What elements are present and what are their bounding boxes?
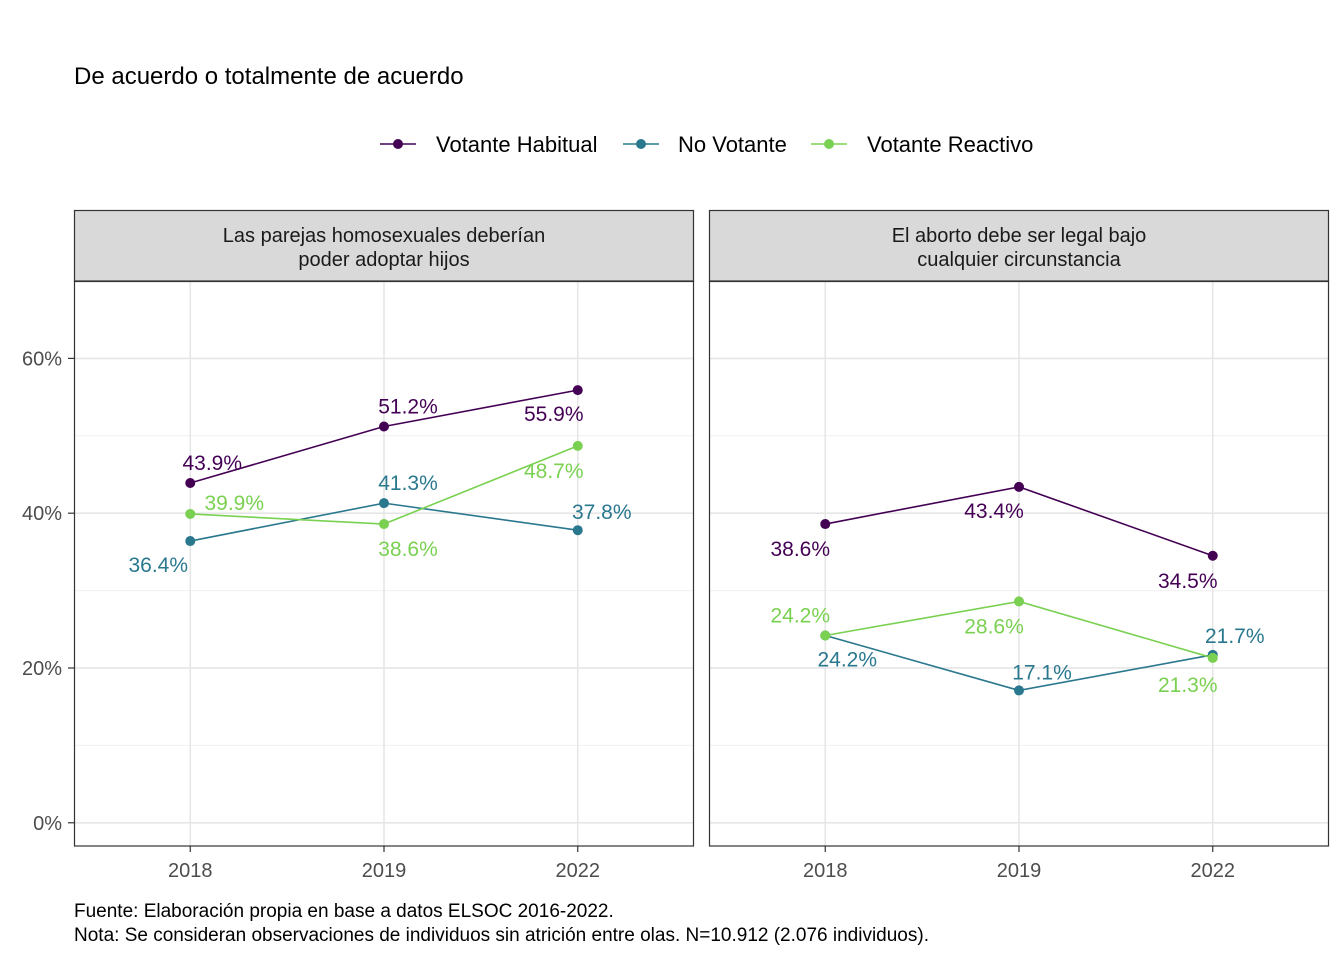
y-tick-label: 60% xyxy=(22,348,62,370)
data-point-votante-reactivo xyxy=(1207,652,1218,663)
data-point-votante-reactivo xyxy=(572,440,583,451)
legend-item-votante-reactivo: Votante Reactivo xyxy=(811,132,1033,157)
y-tick-label: 20% xyxy=(22,658,62,680)
legend-item-no-votante: No Votante xyxy=(623,132,787,157)
data-label-no-votante: 17.1% xyxy=(1012,661,1072,684)
data-label-no-votante: 36.4% xyxy=(128,554,188,577)
x-tick-label: 2018 xyxy=(803,860,848,882)
data-label-votante-reactivo: 21.3% xyxy=(1158,674,1218,697)
panel-2: El aborto debe ser legal bajo cualquier c… xyxy=(708,209,1330,882)
legend-marker-no-votante xyxy=(636,139,646,149)
panel-title: El aborto debe ser legal bajo cualquier c… xyxy=(892,225,1147,271)
data-label-no-votante: 41.3% xyxy=(378,472,438,495)
series-votante-reactivo: 39.9% 38.6% 48.7% xyxy=(185,440,584,561)
data-point-votante-reactivo xyxy=(820,630,831,641)
data-point-votante-reactivo xyxy=(185,508,196,519)
data-point-votante-habitual xyxy=(820,519,831,530)
data-label-votante-habitual: 43.4% xyxy=(964,500,1024,523)
y-tick-label: 40% xyxy=(22,503,62,525)
series-votante-habitual: 43.9% 51.2% 55.9% xyxy=(182,385,584,489)
legend-marker-votante-habitual xyxy=(393,139,403,149)
data-label-votante-reactivo: 38.6% xyxy=(378,538,438,561)
panel-1: Las parejas homosexuales deberían poder a… xyxy=(73,209,695,882)
panels: Las parejas homosexuales deberían poder a… xyxy=(22,209,1330,882)
data-point-no-votante xyxy=(572,525,583,536)
data-point-votante-habitual xyxy=(572,385,583,396)
data-point-votante-habitual xyxy=(1207,550,1218,561)
legend: Votante Habitual No Votante Votante Reacti… xyxy=(380,132,1033,157)
x-tick-label: 2018 xyxy=(168,860,213,882)
legend-marker-votante-reactivo xyxy=(824,139,834,149)
legend-item-votante-habitual: Votante Habitual xyxy=(380,132,597,157)
data-point-votante-habitual xyxy=(1014,481,1024,492)
legend-label-votante-habitual: Votante Habitual xyxy=(436,132,597,157)
data-label-no-votante: 21.7% xyxy=(1205,625,1265,648)
caption-note: Nota: Se consideran observaciones de ind… xyxy=(74,925,929,946)
data-label-votante-habitual: 38.6% xyxy=(770,538,830,561)
series-votante-reactivo: 24.2% 28.6% 21.3% xyxy=(770,596,1218,697)
data-point-votante-habitual xyxy=(185,478,196,489)
data-point-no-votante xyxy=(185,536,196,547)
x-tick-label: 2019 xyxy=(362,860,407,882)
data-label-votante-habitual: 51.2% xyxy=(378,396,438,419)
data-point-votante-reactivo xyxy=(379,519,389,530)
panel-title: Las parejas homosexuales deberían poder a… xyxy=(223,225,545,271)
panel-strip xyxy=(708,209,1330,283)
data-label-votante-habitual: 34.5% xyxy=(1158,570,1218,593)
data-label-no-votante: 24.2% xyxy=(817,648,877,671)
data-point-no-votante xyxy=(1014,685,1024,696)
data-label-votante-reactivo: 48.7% xyxy=(524,460,584,483)
data-point-no-votante xyxy=(379,498,389,509)
chart-title: De acuerdo o totalmente de acuerdo xyxy=(74,63,464,90)
data-point-votante-habitual xyxy=(379,421,389,432)
y-tick-label: 0% xyxy=(33,813,62,835)
caption-source: Fuente: Elaboración propia en base a dat… xyxy=(74,901,614,922)
data-label-votante-reactivo: 28.6% xyxy=(964,615,1024,638)
series-votante-habitual: 38.6% 43.4% 34.5% xyxy=(770,481,1218,593)
x-tick-label: 2022 xyxy=(1191,860,1236,882)
data-label-votante-habitual: 43.9% xyxy=(182,452,242,475)
legend-label-votante-reactivo: Votante Reactivo xyxy=(867,132,1033,157)
data-point-votante-reactivo xyxy=(1014,596,1024,607)
data-label-votante-reactivo: 24.2% xyxy=(770,604,830,627)
data-label-no-votante: 37.8% xyxy=(572,501,632,524)
x-tick-label: 2022 xyxy=(556,860,601,882)
panel-strip xyxy=(73,209,695,283)
series-no-votante: 36.4% 41.3% 37.8% xyxy=(128,472,631,577)
x-tick-label: 2019 xyxy=(997,860,1042,882)
data-label-votante-reactivo: 39.9% xyxy=(204,492,264,515)
legend-label-no-votante: No Votante xyxy=(678,132,787,157)
data-label-votante-habitual: 55.9% xyxy=(524,403,584,426)
